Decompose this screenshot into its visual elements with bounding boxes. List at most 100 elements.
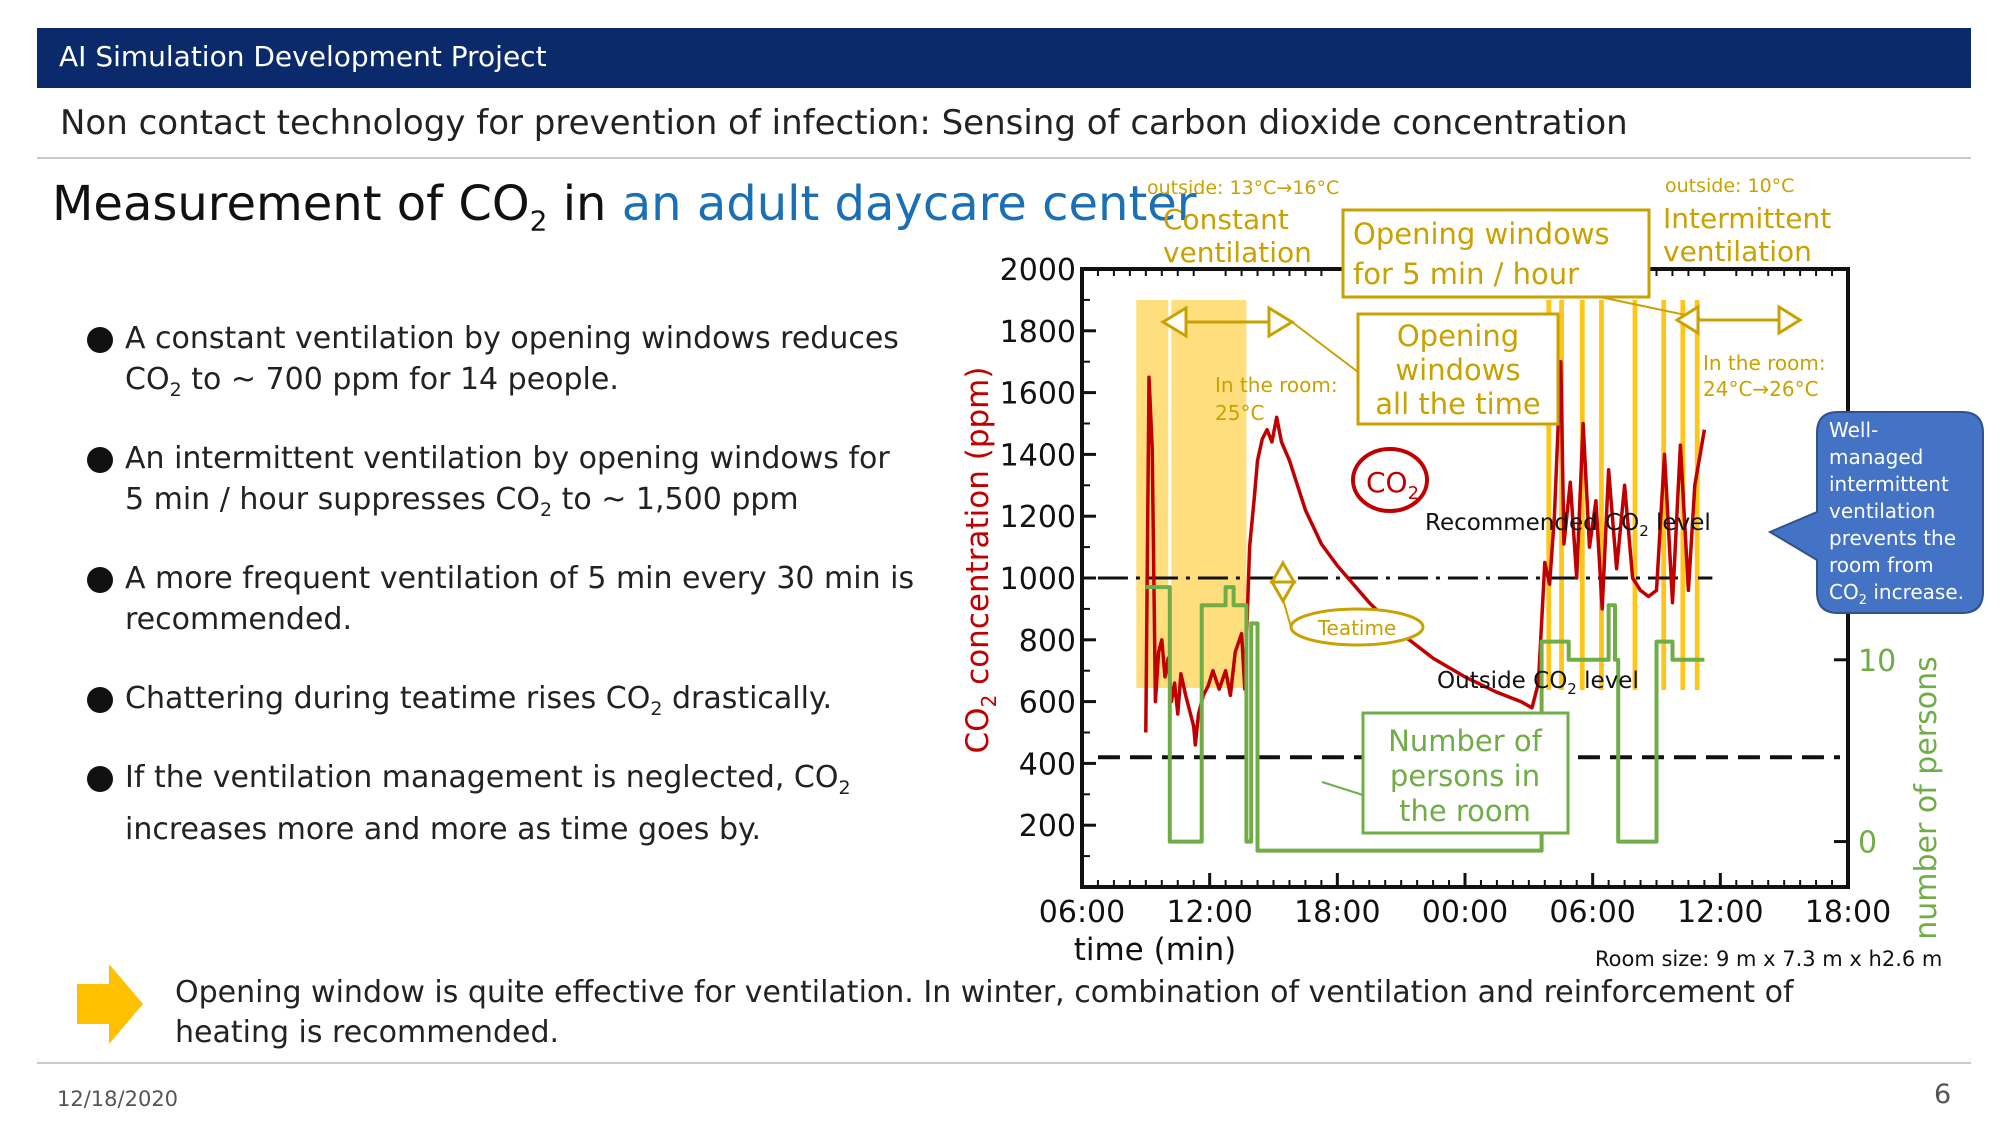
x-tick-label: 00:00	[1422, 895, 1508, 930]
top-divider	[37, 157, 1971, 159]
y-tick-label: 1800	[1000, 315, 1076, 350]
bullet-dot-icon	[87, 766, 113, 792]
right-arrow-icon	[77, 964, 143, 1044]
y-axis-label-sub: 2	[977, 695, 1001, 708]
bullet-subscript: 2	[650, 698, 663, 720]
callout-bubble	[1767, 411, 1984, 614]
bullet-dot-icon	[87, 447, 113, 473]
y-axis-label-suffix: concentration (ppm)	[960, 367, 996, 695]
outside-label-a: Outside CO	[1437, 668, 1567, 694]
persons-series-line	[1145, 585, 1705, 853]
constant-span-arrow	[1160, 305, 1295, 339]
header-bar: AI Simulation Development Project	[37, 28, 1971, 88]
y-tick-label: 400	[1019, 747, 1076, 782]
intermittent-ventilation-band	[1599, 300, 1604, 690]
y-tick-label: 200	[1019, 809, 1076, 844]
y-tick-label: 2000	[1000, 253, 1076, 288]
co2-series-line	[1144, 359, 1707, 747]
bullet-text-tail: to ~ 700 ppm for 14 people.	[181, 362, 619, 397]
x-tick-label: 12:00	[1166, 895, 1252, 930]
recommended-level-label: Recommended CO2 level	[1425, 510, 1711, 540]
teatime-label: Teatime	[1317, 616, 1397, 640]
y-tick-label: 800	[1019, 624, 1076, 659]
outside-temp-right: outside: 10°C	[1665, 175, 1794, 197]
x-tick-label: 18:00	[1294, 895, 1380, 930]
bullet-subscript: 2	[838, 777, 851, 799]
bullet-text: Chattering during teatime rises CO	[125, 681, 651, 716]
callout-line-4: ventilation	[1829, 499, 1935, 523]
x-tick-label: 12:00	[1677, 895, 1763, 930]
callout-line-7-b: increase.	[1867, 580, 1964, 604]
bullet-text: An intermittent ventilation by opening w…	[125, 441, 890, 517]
room-temp-right-1: In the room:	[1703, 351, 1826, 375]
y-tick-label: 1600	[1000, 377, 1076, 412]
bullet-item: A more frequent ventilation of 5 min eve…	[85, 558, 915, 651]
persons-pointer	[1321, 781, 1364, 796]
footer-date: 12/18/2020	[57, 1087, 179, 1111]
bullet-list: A constant ventilation by opening window…	[85, 318, 915, 877]
callout-line-5: prevents the	[1829, 526, 1956, 550]
bottom-divider	[37, 1062, 1971, 1064]
recommended-label-a: Recommended CO	[1425, 510, 1639, 536]
bullet-dot-icon	[87, 567, 113, 593]
intermittent-ventilation-band	[1546, 300, 1552, 690]
persons-box-line-2: persons in	[1390, 759, 1540, 793]
title-subscript: 2	[529, 204, 548, 238]
intermittent-ventilation-band	[1694, 300, 1700, 690]
co2-series-label-sub: 2	[1408, 483, 1419, 504]
opening-alltime-line-1: Opening	[1397, 319, 1519, 353]
room-temp-left-2: 25°C	[1215, 401, 1264, 425]
x-tick-label: 06:00	[1549, 895, 1635, 930]
co2-series-label-main: CO	[1366, 466, 1408, 499]
outside-label-sub: 2	[1567, 680, 1577, 698]
callout-line-2: managed	[1829, 445, 1923, 469]
outside-label-b: level	[1577, 668, 1639, 694]
bullet-dot-icon	[87, 327, 113, 353]
title-highlight: an adult daycare center	[621, 176, 1197, 232]
conclusion-text: Opening window is quite effective for ve…	[175, 975, 1794, 1050]
opening-5min-line-1: Opening windows	[1353, 217, 1610, 251]
bullet-dot-icon	[87, 687, 113, 713]
callout-line-7: CO2 increase.	[1829, 580, 1964, 608]
constant-ventilation-label-2: ventilation	[1163, 236, 1312, 269]
bullet-text-tail: increases more and more as time goes by.	[125, 812, 762, 847]
callout-line-6: room from	[1829, 553, 1934, 577]
intermittent-ventilation-band	[1632, 300, 1638, 690]
axes: 200 400 600 800 1000 1200 1400 1600 1800 2000 0 10 0…	[1000, 253, 1897, 930]
bullet-text-tail: to ~ 1,500 ppm	[552, 482, 799, 517]
x-tick-label: 18:00	[1805, 895, 1891, 930]
title-prefix: Measurement of CO	[52, 176, 530, 232]
persons-box-line-1: Number of	[1388, 724, 1542, 758]
opening-alltime-pointer	[1291, 321, 1359, 373]
data-series	[1144, 359, 1707, 853]
bullet-text: A constant ventilation by opening window…	[125, 321, 899, 397]
room-temp-left-1: In the room:	[1215, 373, 1338, 397]
page-number: 6	[1934, 1079, 1952, 1110]
intermittent-ventilation-label-2: ventilation	[1663, 235, 1812, 268]
opening-5min-box	[1341, 208, 1651, 299]
intermittent-ventilation-label-1: Intermittent	[1663, 202, 1831, 235]
opening-alltime-line-2: windows	[1395, 353, 1520, 387]
y-axis-label: CO2 concentration (ppm)	[960, 367, 1001, 754]
y-tick-label: 1200	[1000, 500, 1076, 535]
slide-title: Measurement of CO2 in an adult daycare c…	[52, 176, 1197, 238]
callout-line-3: intermittent	[1829, 472, 1949, 496]
bullet-item: If the ventilation management is neglect…	[85, 757, 915, 850]
y-tick-label: 1400	[1000, 438, 1076, 473]
x-tick-label: 06:00	[1039, 895, 1125, 930]
bullet-item: Chattering during teatime rises CO2 dras…	[85, 678, 915, 730]
callout-line-7-sub: 2	[1859, 593, 1867, 608]
bullet-text: If the ventilation management is neglect…	[125, 760, 839, 795]
outside-level-label: Outside CO2 level	[1437, 668, 1639, 698]
title-mid: in	[547, 176, 622, 232]
y-axis-label-prefix: CO	[960, 707, 996, 753]
co2-series-label: CO2	[1366, 466, 1419, 504]
constant-ventilation-label-1: Constant	[1163, 203, 1289, 236]
co2-series-ellipse	[1351, 447, 1429, 513]
outside-temp-left: outside: 13°C→16°C	[1147, 177, 1339, 199]
persons-box-line-3: the room	[1399, 794, 1531, 828]
bullet-item: A constant ventilation by opening window…	[85, 318, 915, 411]
y2-tick-label: 10	[1858, 644, 1896, 679]
opening-alltime-line-3: all the time	[1375, 387, 1540, 421]
